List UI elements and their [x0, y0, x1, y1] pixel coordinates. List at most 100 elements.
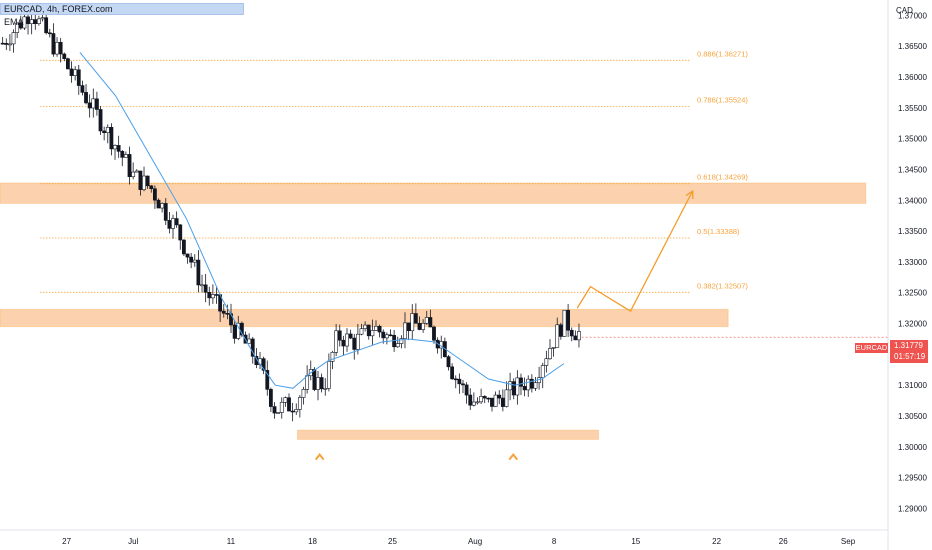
x-tick-label: Jul: [128, 537, 138, 546]
candle-body: [363, 324, 368, 330]
candle-body: [66, 58, 70, 70]
candle-body: [250, 338, 255, 357]
candle-body: [377, 325, 382, 333]
candle-body: [113, 145, 117, 150]
candle-body: [330, 352, 335, 362]
y-tick-label: 1.29500: [898, 474, 927, 483]
candle-body: [84, 92, 88, 104]
candle-body: [533, 382, 538, 389]
candle-body: [577, 331, 581, 341]
candle-body: [290, 410, 295, 413]
y-tick-label: 1.29000: [898, 504, 927, 513]
candle-body: [29, 19, 34, 24]
candle-body: [124, 154, 128, 158]
candle-body: [26, 16, 30, 24]
symbol-title[interactable]: EURCAD, 4h, FOREX.com: [4, 4, 113, 14]
time-axis[interactable]: 27 Jul 11 18 25 Aug 8 15 22 26 Sep: [62, 537, 856, 546]
candlestick-series: [0, 6, 581, 422]
candle-body: [428, 317, 433, 328]
bar-countdown: 01:57:19: [894, 352, 926, 361]
candle-body: [37, 18, 41, 24]
candle-body: [508, 381, 513, 391]
candle-body: [203, 284, 208, 293]
candle-body: [98, 109, 103, 132]
candle-body: [185, 253, 190, 258]
candle-body: [142, 175, 146, 190]
candle-body: [359, 328, 364, 335]
candle-body: [44, 17, 49, 34]
candle-body: [468, 394, 473, 406]
candle-body: [174, 218, 179, 226]
candle-body: [446, 356, 451, 368]
candle-body: [482, 396, 487, 399]
candle-body: [432, 326, 436, 341]
candle-body: [504, 389, 509, 407]
candle-body: [471, 401, 476, 406]
candle-body: [15, 22, 20, 33]
price-axis[interactable]: 1.37000 1.36500 1.36000 1.35500 1.35000 1.345…: [898, 11, 927, 513]
candle-body: [214, 294, 219, 296]
candle-body: [301, 389, 306, 398]
candle-body: [319, 377, 324, 390]
y-tick-label: 1.33500: [898, 227, 927, 236]
last-price-box: 1.31779 01:57:19: [890, 340, 928, 363]
candle-body: [348, 333, 353, 339]
candle-body: [171, 218, 175, 229]
candle-body: [551, 347, 556, 349]
candle-body: [239, 322, 244, 336]
y-tick-label: 1.31000: [898, 381, 927, 390]
candle-body: [334, 330, 339, 353]
candle-body: [566, 309, 571, 331]
candle-body: [519, 377, 523, 387]
candle-body: [548, 348, 552, 360]
candle-body: [461, 383, 465, 386]
x-tick-label: 11: [227, 537, 236, 546]
candle-body: [265, 370, 270, 390]
candle-body: [76, 69, 81, 86]
candle-body: [102, 130, 107, 133]
candle-body: [221, 310, 226, 314]
candle-body: [0, 42, 5, 45]
candle-body: [384, 334, 389, 339]
candle-body: [486, 397, 491, 400]
candle-body: [160, 203, 165, 209]
indicator-label[interactable]: EMA: [4, 17, 24, 27]
candle-body: [33, 19, 38, 24]
candle-body: [529, 378, 534, 389]
candle-body: [261, 358, 266, 371]
ema-path: [79, 52, 565, 389]
y-tick-label: 1.37000: [898, 11, 927, 20]
candle-body: [149, 185, 154, 190]
candle-body: [131, 171, 136, 178]
candle-body: [91, 98, 96, 109]
candle-body: [569, 329, 574, 337]
fib-label: 0.382(1.32507): [697, 281, 748, 290]
candle-body: [475, 401, 480, 404]
projection-arrowhead: [685, 189, 694, 200]
candle-body: [421, 322, 426, 330]
symbol-header[interactable]: [0, 3, 244, 15]
candle-body: [374, 325, 378, 331]
x-tick-label: 18: [308, 537, 317, 546]
candle-body: [127, 154, 132, 178]
candle-body: [370, 330, 375, 337]
candle-body: [55, 42, 59, 55]
candle-body: [323, 388, 328, 390]
y-tick-label: 1.30000: [898, 443, 927, 452]
fib-label: 0.786(1.35524): [697, 95, 748, 104]
candle-body: [316, 377, 320, 390]
candle-body: [403, 322, 407, 339]
candle-body: [500, 397, 505, 407]
candle-body: [4, 43, 9, 45]
candle-body: [272, 406, 277, 414]
candle-body: [497, 394, 502, 399]
candle-body: [181, 239, 186, 255]
candle-body: [413, 313, 418, 324]
candle-body: [156, 199, 161, 209]
candle-body: [51, 33, 56, 55]
projection-path: [576, 189, 694, 313]
y-tick-label: 1.30500: [898, 412, 927, 421]
fib-label: 0.5(1.33388): [697, 227, 740, 236]
y-tick-label: 1.35000: [898, 135, 927, 144]
